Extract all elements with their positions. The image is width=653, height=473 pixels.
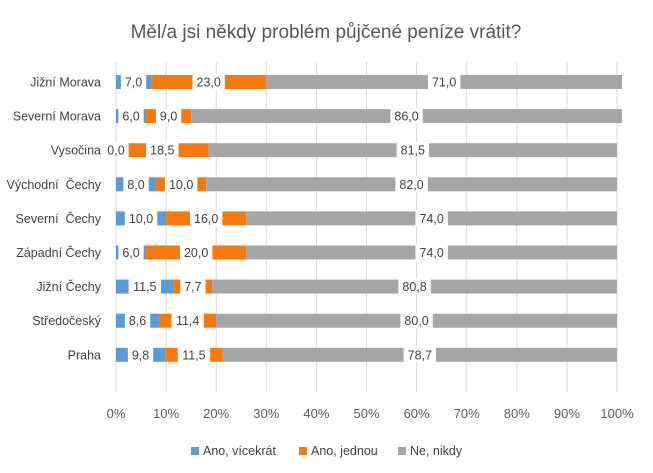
data-label-background: [415, 244, 448, 261]
category-label: Jižní Morava: [30, 76, 101, 90]
data-label-background: [192, 74, 225, 90]
category-label: Severní Morava: [13, 110, 101, 124]
data-label: 16,0: [194, 212, 218, 226]
legend-label: Ano, jednou: [311, 444, 378, 458]
data-label-background: [180, 278, 206, 295]
x-tick-label: 60%: [404, 406, 430, 421]
chart-title: Měl/a jsi někdy problém půjčené peníze v…: [131, 22, 522, 43]
x-tick-label: 90%: [554, 406, 580, 421]
data-label: 80,8: [402, 280, 426, 294]
data-label-background: [123, 176, 149, 193]
x-tick-label: 10%: [153, 406, 179, 421]
category-label: Východní Čechy: [7, 177, 102, 192]
x-axis-tick-labels: 0% 10% 20% 30% 40% 50% 60% 70% 80% 90% 100%: [107, 406, 634, 421]
data-label-background: [403, 346, 437, 363]
data-label: 10,0: [129, 212, 153, 226]
data-label-background: [124, 312, 151, 329]
data-label-background: [164, 176, 198, 193]
x-tick-label: 70%: [454, 406, 480, 421]
data-label: 20,0: [184, 246, 208, 260]
x-tick-label: 100%: [600, 406, 634, 421]
data-label: 81,5: [401, 144, 425, 158]
category-label: Severní Čechy: [16, 211, 102, 226]
data-label-background: [398, 278, 431, 295]
data-label-background: [415, 210, 448, 227]
data-label: 74,0: [419, 246, 443, 260]
data-label-background: [400, 312, 433, 329]
data-label: 7,0: [125, 76, 142, 90]
data-label: 8,6: [129, 314, 146, 328]
data-label: 80,0: [404, 314, 428, 328]
data-label: 23,0: [197, 76, 221, 90]
data-label-background: [171, 312, 204, 329]
data-label: 6,0: [122, 246, 139, 260]
y-axis-category-labels: Jižní Morava Severní Morava Vysočina Východ…: [7, 76, 102, 363]
data-label: 6,0: [122, 110, 139, 124]
legend-label: Ano, vícekrát: [203, 444, 276, 458]
category-label: Jižní Čechy: [36, 279, 101, 294]
data-label: 11,5: [182, 348, 205, 362]
category-label: Vysočina: [51, 144, 101, 158]
legend-swatch: [299, 447, 307, 455]
data-label: 8,0: [127, 178, 144, 192]
data-label: 82,0: [399, 178, 423, 192]
data-label: 0,0: [107, 144, 124, 158]
x-tick-label: 20%: [203, 406, 229, 421]
data-labels: 7,0 23,0 71,0 6,0 9,0 86,0 0,0 18,5 81,5 8,0 10,0 8…: [103, 74, 461, 363]
data-label: 78,7: [408, 348, 432, 362]
data-label-background: [177, 346, 211, 363]
data-label-background: [390, 108, 423, 125]
data-label-background: [396, 142, 430, 159]
x-tick-label: 80%: [504, 406, 530, 421]
data-label: 18,5: [150, 144, 174, 158]
data-label-background: [179, 244, 213, 261]
data-label-background: [127, 346, 154, 363]
data-label-background: [189, 210, 223, 227]
data-label-background: [395, 176, 428, 193]
data-label-background: [128, 278, 162, 295]
x-tick-label: 0%: [107, 406, 126, 421]
data-label: 11,5: [133, 280, 156, 294]
data-label: 7,7: [184, 280, 201, 294]
x-tick-label: 50%: [353, 406, 379, 421]
data-label-background: [155, 108, 182, 125]
category-label: Praha: [68, 348, 101, 362]
data-label: 86,0: [394, 110, 418, 124]
category-label: Západní Čechy: [16, 245, 102, 260]
data-label-background: [120, 74, 147, 90]
x-tick-label: 40%: [303, 406, 329, 421]
legend-label: Ne, nikdy: [410, 444, 463, 458]
data-label: 11,4: [176, 314, 199, 328]
data-label-background: [427, 74, 461, 90]
data-label: 9,0: [160, 110, 177, 124]
category-label: Středočeský: [32, 314, 102, 328]
legend-swatch: [398, 447, 406, 455]
data-label-background: [124, 210, 158, 227]
legend: Ano, vícekrát Ano, jednou Ne, nikdy: [191, 444, 463, 458]
data-label: 74,0: [419, 212, 443, 226]
data-label-background: [118, 244, 144, 261]
data-label-background: [146, 142, 179, 159]
legend-swatch: [191, 447, 199, 455]
x-tick-label: 30%: [253, 406, 279, 421]
data-label-background: [118, 108, 144, 125]
data-label: 10,0: [169, 178, 193, 192]
data-label: 9,8: [132, 348, 149, 362]
data-label-background: [103, 142, 129, 159]
data-label: 71,0: [432, 76, 456, 90]
